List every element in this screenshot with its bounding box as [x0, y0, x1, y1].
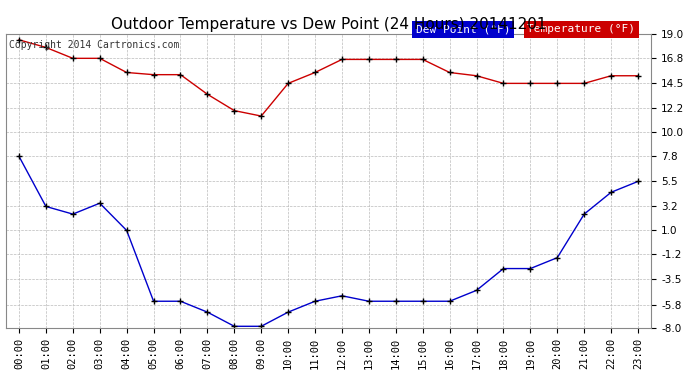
Text: Dew Point (°F): Dew Point (°F)	[415, 24, 510, 34]
Text: Temperature (°F): Temperature (°F)	[527, 24, 635, 34]
Text: Copyright 2014 Cartronics.com: Copyright 2014 Cartronics.com	[9, 40, 179, 50]
Title: Outdoor Temperature vs Dew Point (24 Hours) 20141201: Outdoor Temperature vs Dew Point (24 Hou…	[111, 17, 546, 32]
